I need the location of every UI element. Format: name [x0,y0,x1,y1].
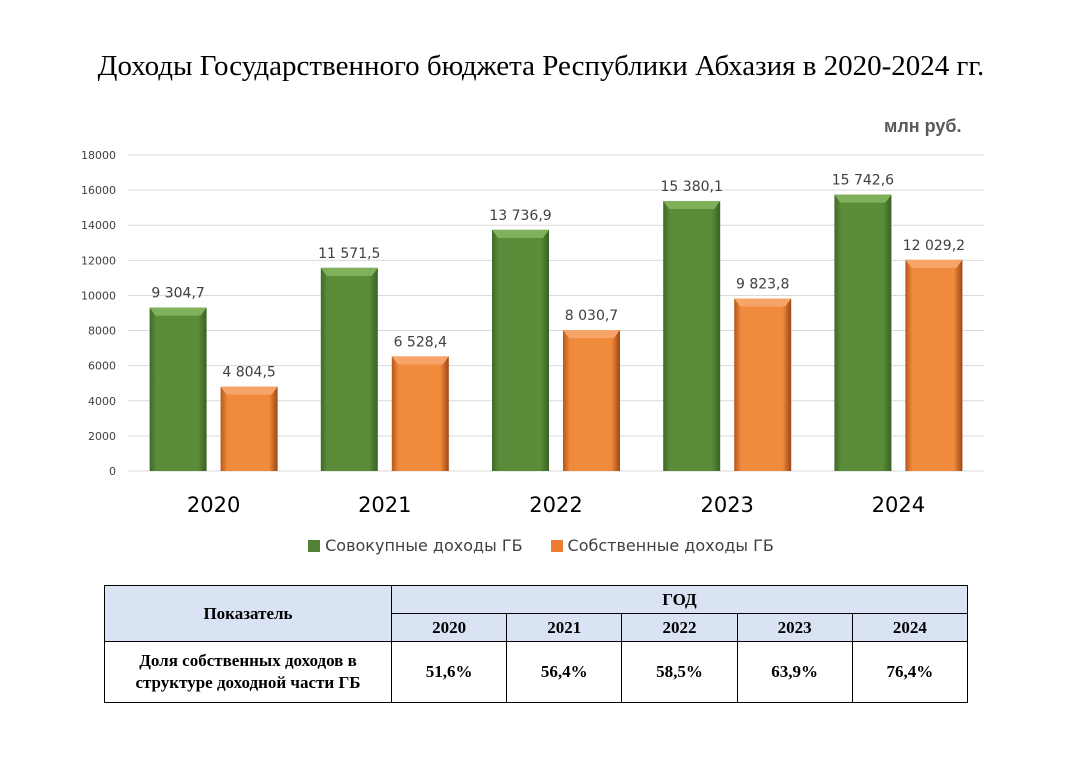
data-label: 11 571,5 [318,246,380,262]
bar-total [492,229,549,471]
value-cell: 58,5% [621,641,738,703]
data-label: 9 304,7 [151,286,204,302]
legend-swatch-total [308,539,321,552]
x-category-label: 2020 [187,493,240,517]
x-axis-categories: 2020 2021 2022 2023 2024 [187,493,925,517]
y-tick-label: 4000 [88,395,116,408]
year-cell: 2020 [390,613,508,643]
data-label: 8 030,7 [565,308,618,324]
legend-item-total: Совокупные доходы ГБ [308,536,523,555]
bar-own [220,386,278,471]
data-label: 13 736,9 [489,208,551,224]
data-label: 4 804,5 [222,365,275,381]
year-cell: 2024 [851,613,969,643]
y-tick-label: 2000 [88,430,116,443]
bar-own [905,259,963,471]
indicator-header: Показатель [104,584,392,643]
y-tick-label: 18000 [81,149,116,162]
bar-own [734,298,792,471]
y-tick-label: 12000 [81,254,116,267]
bar-own [563,330,620,471]
bars [149,194,963,471]
data-labels: 9 304,7 4 804,5 11 571,5 6 528,4 13 736,9 8 0… [151,173,965,381]
y-tick-label: 10000 [81,289,116,302]
bar-total [663,200,721,471]
year-cell: 2023 [736,613,853,643]
bar-cap [320,267,378,276]
y-axis-ticks: 0 2000 4000 6000 8000 10000 12000 14000 16000 180… [81,149,116,478]
y-tick-label: 14000 [81,219,116,232]
x-category-label: 2023 [700,493,753,517]
data-label: 15 742,6 [832,173,894,189]
bar-cap [149,307,207,316]
bar-cap [492,229,549,238]
legend-swatch-own [550,539,563,552]
y-tick-label: 8000 [88,325,116,338]
year-cell: 2021 [506,613,623,643]
row-label-line2: структуре доходной части ГБ [135,673,361,693]
data-label: 6 528,4 [394,334,448,350]
legend-label-own: Собственные доходы ГБ [567,536,774,555]
year-header: ГОД [391,584,968,615]
bar-cap [391,356,449,365]
row-label: Доля собственных доходов в структуре дох… [104,641,392,703]
bar-cap [563,330,620,339]
bar-cap [220,386,278,395]
bar-cap [834,194,892,203]
data-label: 15 380,1 [661,179,723,195]
data-label: 9 823,8 [736,277,789,293]
value-cell: 76,4% [851,641,969,703]
year-cell: 2022 [621,613,738,643]
bar-total [320,267,378,471]
x-category-label: 2024 [872,493,925,517]
value-cell: 56,4% [506,641,623,703]
bar-cap [905,259,963,268]
y-tick-label: 16000 [81,184,116,197]
share-table: Показатель ГОД 2020 2021 2022 2023 2024 … [104,584,969,703]
legend-item-own: Собственные доходы ГБ [550,536,774,555]
bar-cap [663,200,721,209]
legend-label-total: Совокупные доходы ГБ [325,536,523,555]
bar-chart: 0 2000 4000 6000 8000 10000 12000 14000 16000 180… [81,149,984,517]
bar-total [149,307,207,471]
row-label-line1: Доля собственных доходов в [139,651,357,671]
page-title: Доходы Государственного бюджета Республи… [97,50,985,82]
unit-label: млн руб. [884,116,962,136]
bar-cap [734,298,792,307]
y-tick-label: 6000 [88,360,116,373]
data-label: 12 029,2 [903,238,965,254]
bar-total [834,194,892,471]
x-category-label: 2021 [358,493,411,517]
value-cell: 63,9% [736,641,853,703]
value-cell: 51,6% [390,641,508,703]
bar-own [391,356,449,471]
x-category-label: 2022 [529,493,582,517]
legend: Совокупные доходы ГБ Собственные доходы … [0,536,1082,555]
y-tick-label: 0 [109,465,116,478]
